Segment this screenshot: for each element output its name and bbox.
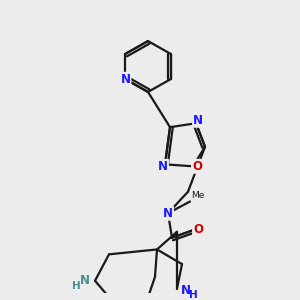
Text: N: N <box>193 114 203 127</box>
Text: Me: Me <box>191 190 204 200</box>
Text: N: N <box>121 73 130 86</box>
Text: O: O <box>192 160 202 173</box>
Text: N: N <box>80 274 90 287</box>
Text: H: H <box>72 280 81 291</box>
Text: N: N <box>181 284 191 297</box>
Text: N: N <box>163 207 173 220</box>
Text: O: O <box>193 224 203 236</box>
Text: N: N <box>158 160 168 173</box>
Text: H: H <box>189 290 198 300</box>
